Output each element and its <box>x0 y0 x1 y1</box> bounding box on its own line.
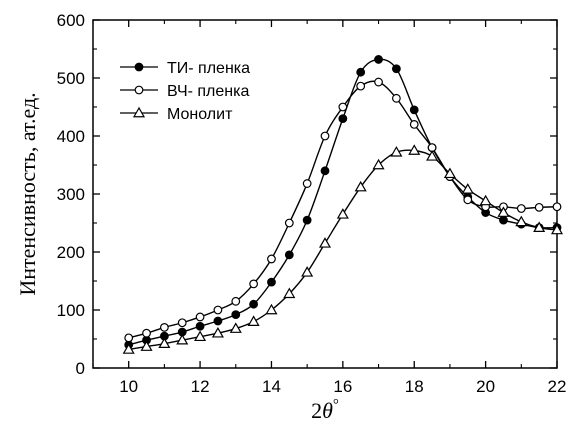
data-point <box>284 250 294 260</box>
data-point <box>284 218 294 228</box>
axis-ticks <box>92 19 558 369</box>
data-point <box>195 321 205 331</box>
data-point <box>409 105 419 115</box>
data-point <box>516 204 526 213</box>
axis-tick-labels: 10 12 14 16 18 20 22 0 100 200 300 400 500 600 <box>57 11 567 396</box>
x-axis-title-degree: ° <box>333 397 339 413</box>
y-tick-label: 0 <box>76 359 85 378</box>
data-point <box>463 195 473 205</box>
legend-item: ВЧ- пленка <box>120 83 249 100</box>
data-point <box>267 277 276 287</box>
data-point <box>479 194 492 206</box>
data-point <box>267 254 276 264</box>
series-3 <box>122 144 564 354</box>
data-point <box>265 303 278 315</box>
x-tick-label: 16 <box>333 377 352 396</box>
data-point <box>426 150 439 161</box>
data-point <box>372 158 385 170</box>
data-point <box>213 316 223 326</box>
data-point <box>550 223 564 235</box>
axis-titles: 2θ° Интенсивность, ат.ед. <box>15 92 339 423</box>
x-axis-title-digit: 2 <box>311 398 322 423</box>
legend-label: Монолит <box>167 106 233 123</box>
data-point <box>122 343 135 354</box>
data-point <box>302 179 312 188</box>
data-point <box>336 208 349 219</box>
data-point <box>390 146 403 157</box>
data-point <box>318 237 332 248</box>
data-point <box>124 333 134 343</box>
data-point <box>497 206 510 217</box>
plot-area-border <box>92 19 558 369</box>
data-point <box>391 93 401 103</box>
data-point <box>515 215 528 227</box>
data-point <box>338 102 348 112</box>
data-point <box>461 183 474 194</box>
x-tick-label: 10 <box>119 377 138 396</box>
data-point <box>552 202 562 212</box>
data-point <box>301 266 314 277</box>
data-point <box>142 328 151 338</box>
data-point <box>409 119 419 129</box>
x-tick-label: 22 <box>548 377 567 396</box>
data-point <box>374 55 383 64</box>
data-point <box>229 322 242 333</box>
data-point <box>408 144 421 155</box>
x-tick-label: 14 <box>262 377 281 396</box>
legend-marker <box>132 106 146 118</box>
data-point <box>211 326 224 338</box>
data-point <box>391 64 401 74</box>
data-point <box>177 318 187 328</box>
data-point <box>213 305 223 315</box>
y-tick-label: 100 <box>57 301 85 320</box>
legend-marker <box>134 62 144 72</box>
series-layer <box>122 55 564 354</box>
legend-item: Монолит <box>120 106 233 123</box>
y-tick-label: 300 <box>57 185 85 204</box>
data-point <box>159 323 169 332</box>
y-tick-label: 600 <box>57 11 85 30</box>
x-tick-label: 20 <box>476 377 495 396</box>
data-point <box>158 337 171 348</box>
data-point <box>247 315 260 326</box>
data-point <box>302 215 312 225</box>
data-point <box>320 131 330 141</box>
y-tick-label: 500 <box>57 69 85 88</box>
data-point <box>338 114 348 123</box>
x-axis-title-theta: θ <box>322 398 333 423</box>
data-point <box>249 299 259 309</box>
data-point <box>195 312 205 322</box>
data-point <box>283 287 296 299</box>
data-point <box>374 77 383 87</box>
legend: ТИ- пленка ВЧ- пленка Монолит <box>120 60 250 123</box>
data-point <box>140 340 153 351</box>
data-point <box>534 202 544 212</box>
legend-label: ВЧ- пленка <box>167 83 249 100</box>
data-point <box>533 221 546 232</box>
data-point <box>176 333 189 345</box>
data-point <box>249 279 259 289</box>
legend-label: ТИ- пленка <box>167 60 250 77</box>
data-point <box>443 167 456 179</box>
y-axis-title: Интенсивность, ат.ед. <box>15 92 40 295</box>
data-point <box>356 81 366 91</box>
data-point <box>320 166 330 176</box>
data-point <box>231 296 241 306</box>
data-point <box>354 180 367 192</box>
y-tick-label: 200 <box>57 243 85 262</box>
data-point <box>231 310 241 320</box>
x-tick-label: 12 <box>191 377 210 396</box>
legend-marker <box>134 85 144 95</box>
y-tick-label: 400 <box>57 127 85 146</box>
x-tick-label: 18 <box>405 377 424 396</box>
series-line <box>128 58 558 346</box>
legend-item: ТИ- пленка <box>120 60 250 77</box>
data-point <box>356 67 366 77</box>
data-point <box>194 330 207 342</box>
data-point <box>499 215 508 225</box>
x-axis-title: 2θ° <box>311 397 339 423</box>
plot-frame <box>92 19 558 369</box>
